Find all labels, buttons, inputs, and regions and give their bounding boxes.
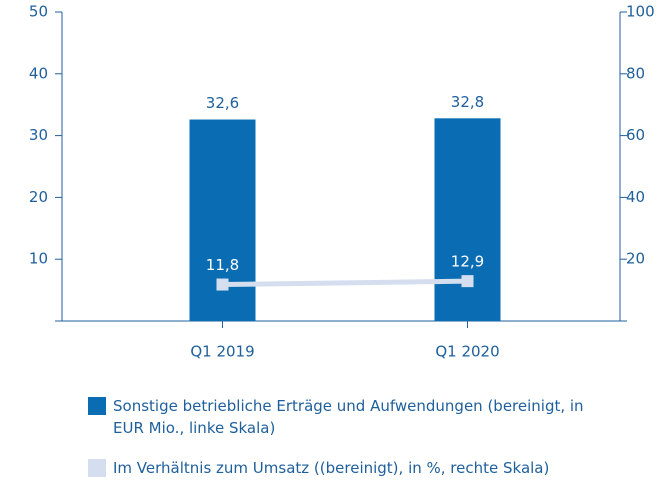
chart: 10 20 30 40 50 20 40 60 80 100 Q1 2019 Q1 2020 32,6 3… xyxy=(29,3,655,361)
legend-item: Sonstige betriebliche Erträge und Aufwen… xyxy=(88,395,608,439)
x-tick-label: Q1 2019 xyxy=(190,343,254,361)
y-tick-label: 10 xyxy=(29,250,48,268)
legend-swatch xyxy=(88,397,106,415)
legend-label: Sonstige betriebliche Erträge und Aufwen… xyxy=(113,397,584,437)
y2-tick-label: 20 xyxy=(626,250,645,268)
legend-item: Im Verhältnis zum Umsatz ((bereinigt), i… xyxy=(88,457,608,479)
y-tick-label: 40 xyxy=(29,64,48,82)
x-tick-label: Q1 2020 xyxy=(435,343,499,361)
y2-tick-label: 60 xyxy=(626,126,645,144)
y2-tick-label: 40 xyxy=(626,188,645,206)
y-tick-label: 20 xyxy=(29,188,48,206)
bar xyxy=(189,119,256,321)
line xyxy=(222,278,468,288)
line-value-label: 11,8 xyxy=(206,256,239,274)
y2-tick-label: 100 xyxy=(626,3,655,21)
bar-value-label: 32,8 xyxy=(451,93,484,111)
bar xyxy=(434,118,501,322)
line-marker xyxy=(216,278,229,291)
line-marker xyxy=(461,275,474,288)
y-tick-label: 30 xyxy=(29,126,48,144)
line-value-label: 12,9 xyxy=(451,253,484,271)
legend-swatch xyxy=(88,459,106,477)
y-tick-label: 50 xyxy=(29,3,48,21)
bar-value-label: 32,6 xyxy=(206,94,239,112)
legend-label: Im Verhältnis zum Umsatz ((bereinigt), i… xyxy=(113,459,550,477)
y2-tick-label: 80 xyxy=(626,64,645,82)
